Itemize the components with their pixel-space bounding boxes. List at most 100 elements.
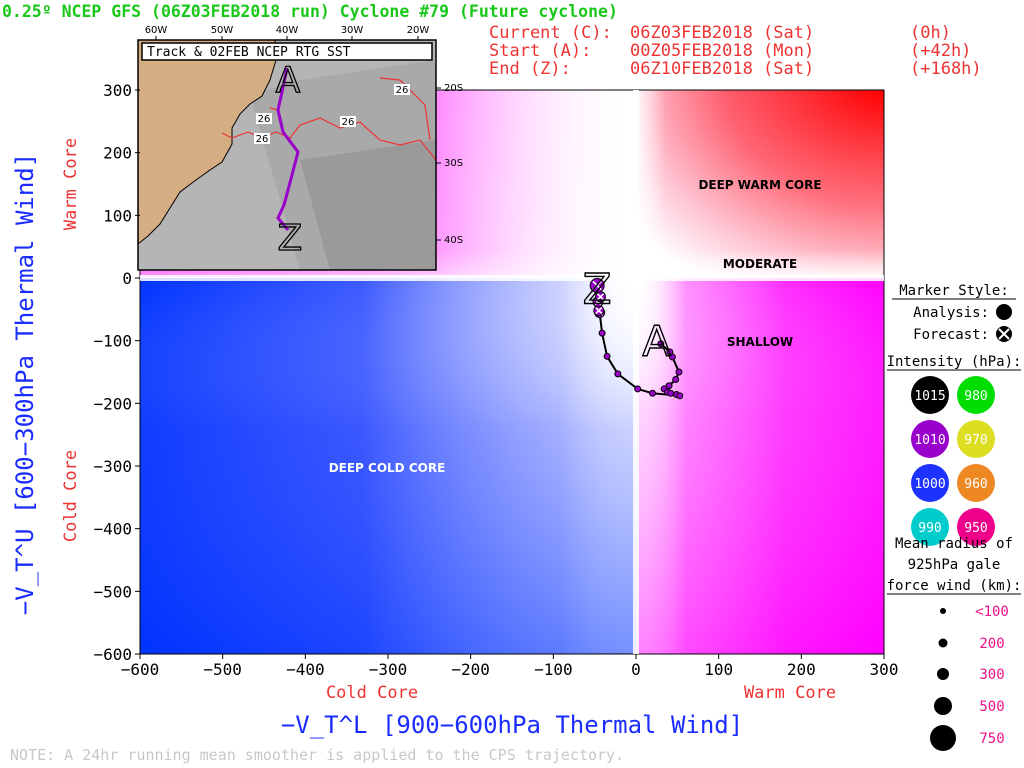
intensity-swatch: 950: [957, 508, 995, 546]
inset-lat-40s: 40S: [444, 235, 463, 246]
legend-panel: Marker Style: Analysis: Forecast: Intens…: [887, 283, 1022, 751]
radius-size-item: 200: [938, 636, 1005, 652]
axes-ticks: −600 −500 −400 −300 −200 −100 0 100 200 300 300 200…: [93, 81, 898, 679]
trajectory-point: [667, 389, 675, 397]
inset-lon-40w: 40W: [276, 25, 299, 36]
x-tick-label: −400: [286, 660, 325, 679]
x-axis-warm-core: Warm Core: [744, 683, 836, 703]
x-tick-label: 0: [631, 660, 641, 679]
x-tick-label: 200: [787, 660, 816, 679]
chart-title: 0.25º NCEP GFS (06Z03FEB2018 run) Cyclon…: [2, 2, 618, 21]
intensity-swatch: 1015: [911, 376, 949, 414]
inset-track-end: Z: [278, 218, 303, 259]
footnote: NOTE: A 24hr running mean smoother is ap…: [10, 746, 624, 764]
x-tick-label: −100: [534, 660, 573, 679]
sst-label-2: 26: [256, 134, 269, 145]
end-value: 06Z10FEB2018 (Sat): [630, 59, 814, 79]
inset-title: Track & 02FEB NCEP RTG SST: [147, 45, 351, 60]
radius-size-item: 300: [937, 667, 1005, 683]
region-shallow: SHALLOW: [727, 335, 793, 349]
y-tick-label: −100: [93, 332, 132, 351]
radius-size-item: <100: [940, 604, 1009, 620]
inset-lon-50w: 50W: [211, 25, 234, 36]
x-tick-label: −300: [369, 660, 408, 679]
inset-lat-20s: 20S: [444, 83, 463, 94]
svg-text:750: 750: [979, 731, 1004, 747]
y-tick-label: 300: [103, 81, 132, 100]
x-tick-label: −500: [203, 660, 242, 679]
current-offset: (0h): [910, 23, 951, 43]
trajectory-point: [589, 278, 605, 294]
intensity-swatch: 990: [911, 508, 949, 546]
svg-text:1010: 1010: [914, 433, 945, 448]
legend-radius-title-2: 925hPa gale: [908, 557, 1001, 573]
trajectory-end-marker: Z: [583, 265, 612, 314]
inset-map: A Z 26 26 26 26 Track & 02FEB NCEP RTG S…: [137, 25, 463, 271]
x-axis-cold-core: Cold Core: [326, 683, 418, 703]
current-label: Current (C):: [489, 23, 612, 43]
y-axis-cold-core: Cold Core: [61, 450, 81, 542]
inset-lat-30s: 30S: [444, 158, 463, 169]
radius-size-item: 750: [930, 725, 1005, 751]
end-offset: (+168h): [910, 59, 982, 79]
inset-lon-60w: 60W: [145, 25, 168, 36]
inset-track-start: A: [276, 60, 301, 101]
region-moderate: MODERATE: [723, 257, 797, 271]
y-tick-label: −400: [93, 520, 132, 539]
y-tick-label: −300: [93, 457, 132, 476]
inset-track-line: [276, 67, 300, 231]
trajectory-point: [598, 329, 606, 337]
inset-lon-30w: 30W: [341, 25, 364, 36]
svg-text:<100: <100: [975, 604, 1009, 620]
svg-text:1000: 1000: [914, 477, 945, 492]
svg-text:300: 300: [979, 667, 1004, 683]
legend-analysis-dot: [996, 304, 1012, 320]
legend-radius-sizes: <100 200 300 500 750: [930, 604, 1009, 751]
intensity-swatch: 960: [957, 464, 995, 502]
svg-text:1015: 1015: [914, 389, 945, 404]
intensity-swatch: 1000: [911, 464, 949, 502]
svg-text:970: 970: [964, 433, 987, 448]
intensity-swatch: 970: [957, 420, 995, 458]
inset-lon-20w: 20W: [407, 25, 430, 36]
svg-text:980: 980: [964, 389, 987, 404]
trajectory-point: [634, 385, 642, 393]
legend-marker-title: Marker Style:: [899, 283, 1009, 299]
trajectory-point: [649, 389, 657, 397]
y-axis-title: −V_T^U [600−300hPa Thermal Wind]: [11, 153, 39, 615]
trajectory-point: [665, 382, 673, 390]
legend-forecast-label: Forecast:: [913, 327, 989, 343]
time-info: Current (C): 06Z03FEB2018 (Sat) (0h) Sta…: [489, 23, 982, 79]
legend-analysis-label: Analysis:: [913, 305, 989, 321]
x-tick-label: 100: [704, 660, 733, 679]
legend-radius-title-3: force wind (km):: [887, 578, 1022, 594]
legend-forecast-dot: [996, 326, 1012, 342]
x-tick-label: 300: [870, 660, 899, 679]
intensity-swatch: 1010: [911, 420, 949, 458]
legend-intensity-title: Intensity (hPa):: [887, 354, 1022, 370]
svg-text:960: 960: [964, 477, 987, 492]
y-tick-label: −200: [93, 394, 132, 413]
x-tick-label: −200: [451, 660, 490, 679]
trajectory-point: [668, 353, 676, 361]
x-axis-title: −V_T^L [900−600hPa Thermal Wind]: [281, 711, 743, 739]
svg-text:500: 500: [979, 699, 1004, 715]
y-tick-label: −500: [93, 582, 132, 601]
sst-label-1: 26: [258, 114, 271, 125]
start-value: 00Z05FEB2018 (Mon): [630, 41, 814, 61]
trajectory-point: [593, 305, 605, 317]
trajectory-point: [675, 368, 683, 376]
sst-label-4: 26: [396, 85, 409, 96]
region-deep-cold: DEEP COLD CORE: [329, 461, 446, 475]
end-label: End (Z):: [489, 59, 571, 79]
radius-size-item: 500: [934, 697, 1005, 715]
svg-text:200: 200: [979, 636, 1004, 652]
y-tick-label: 200: [103, 144, 132, 163]
y-tick-label: −600: [93, 645, 132, 664]
sst-label-3: 26: [342, 117, 355, 128]
y-axis-warm-core: Warm Core: [61, 138, 81, 230]
trajectory-point: [657, 340, 665, 348]
trajectory-point: [672, 376, 680, 384]
intensity-swatch: 980: [957, 376, 995, 414]
y-tick-label: 0: [122, 269, 132, 288]
